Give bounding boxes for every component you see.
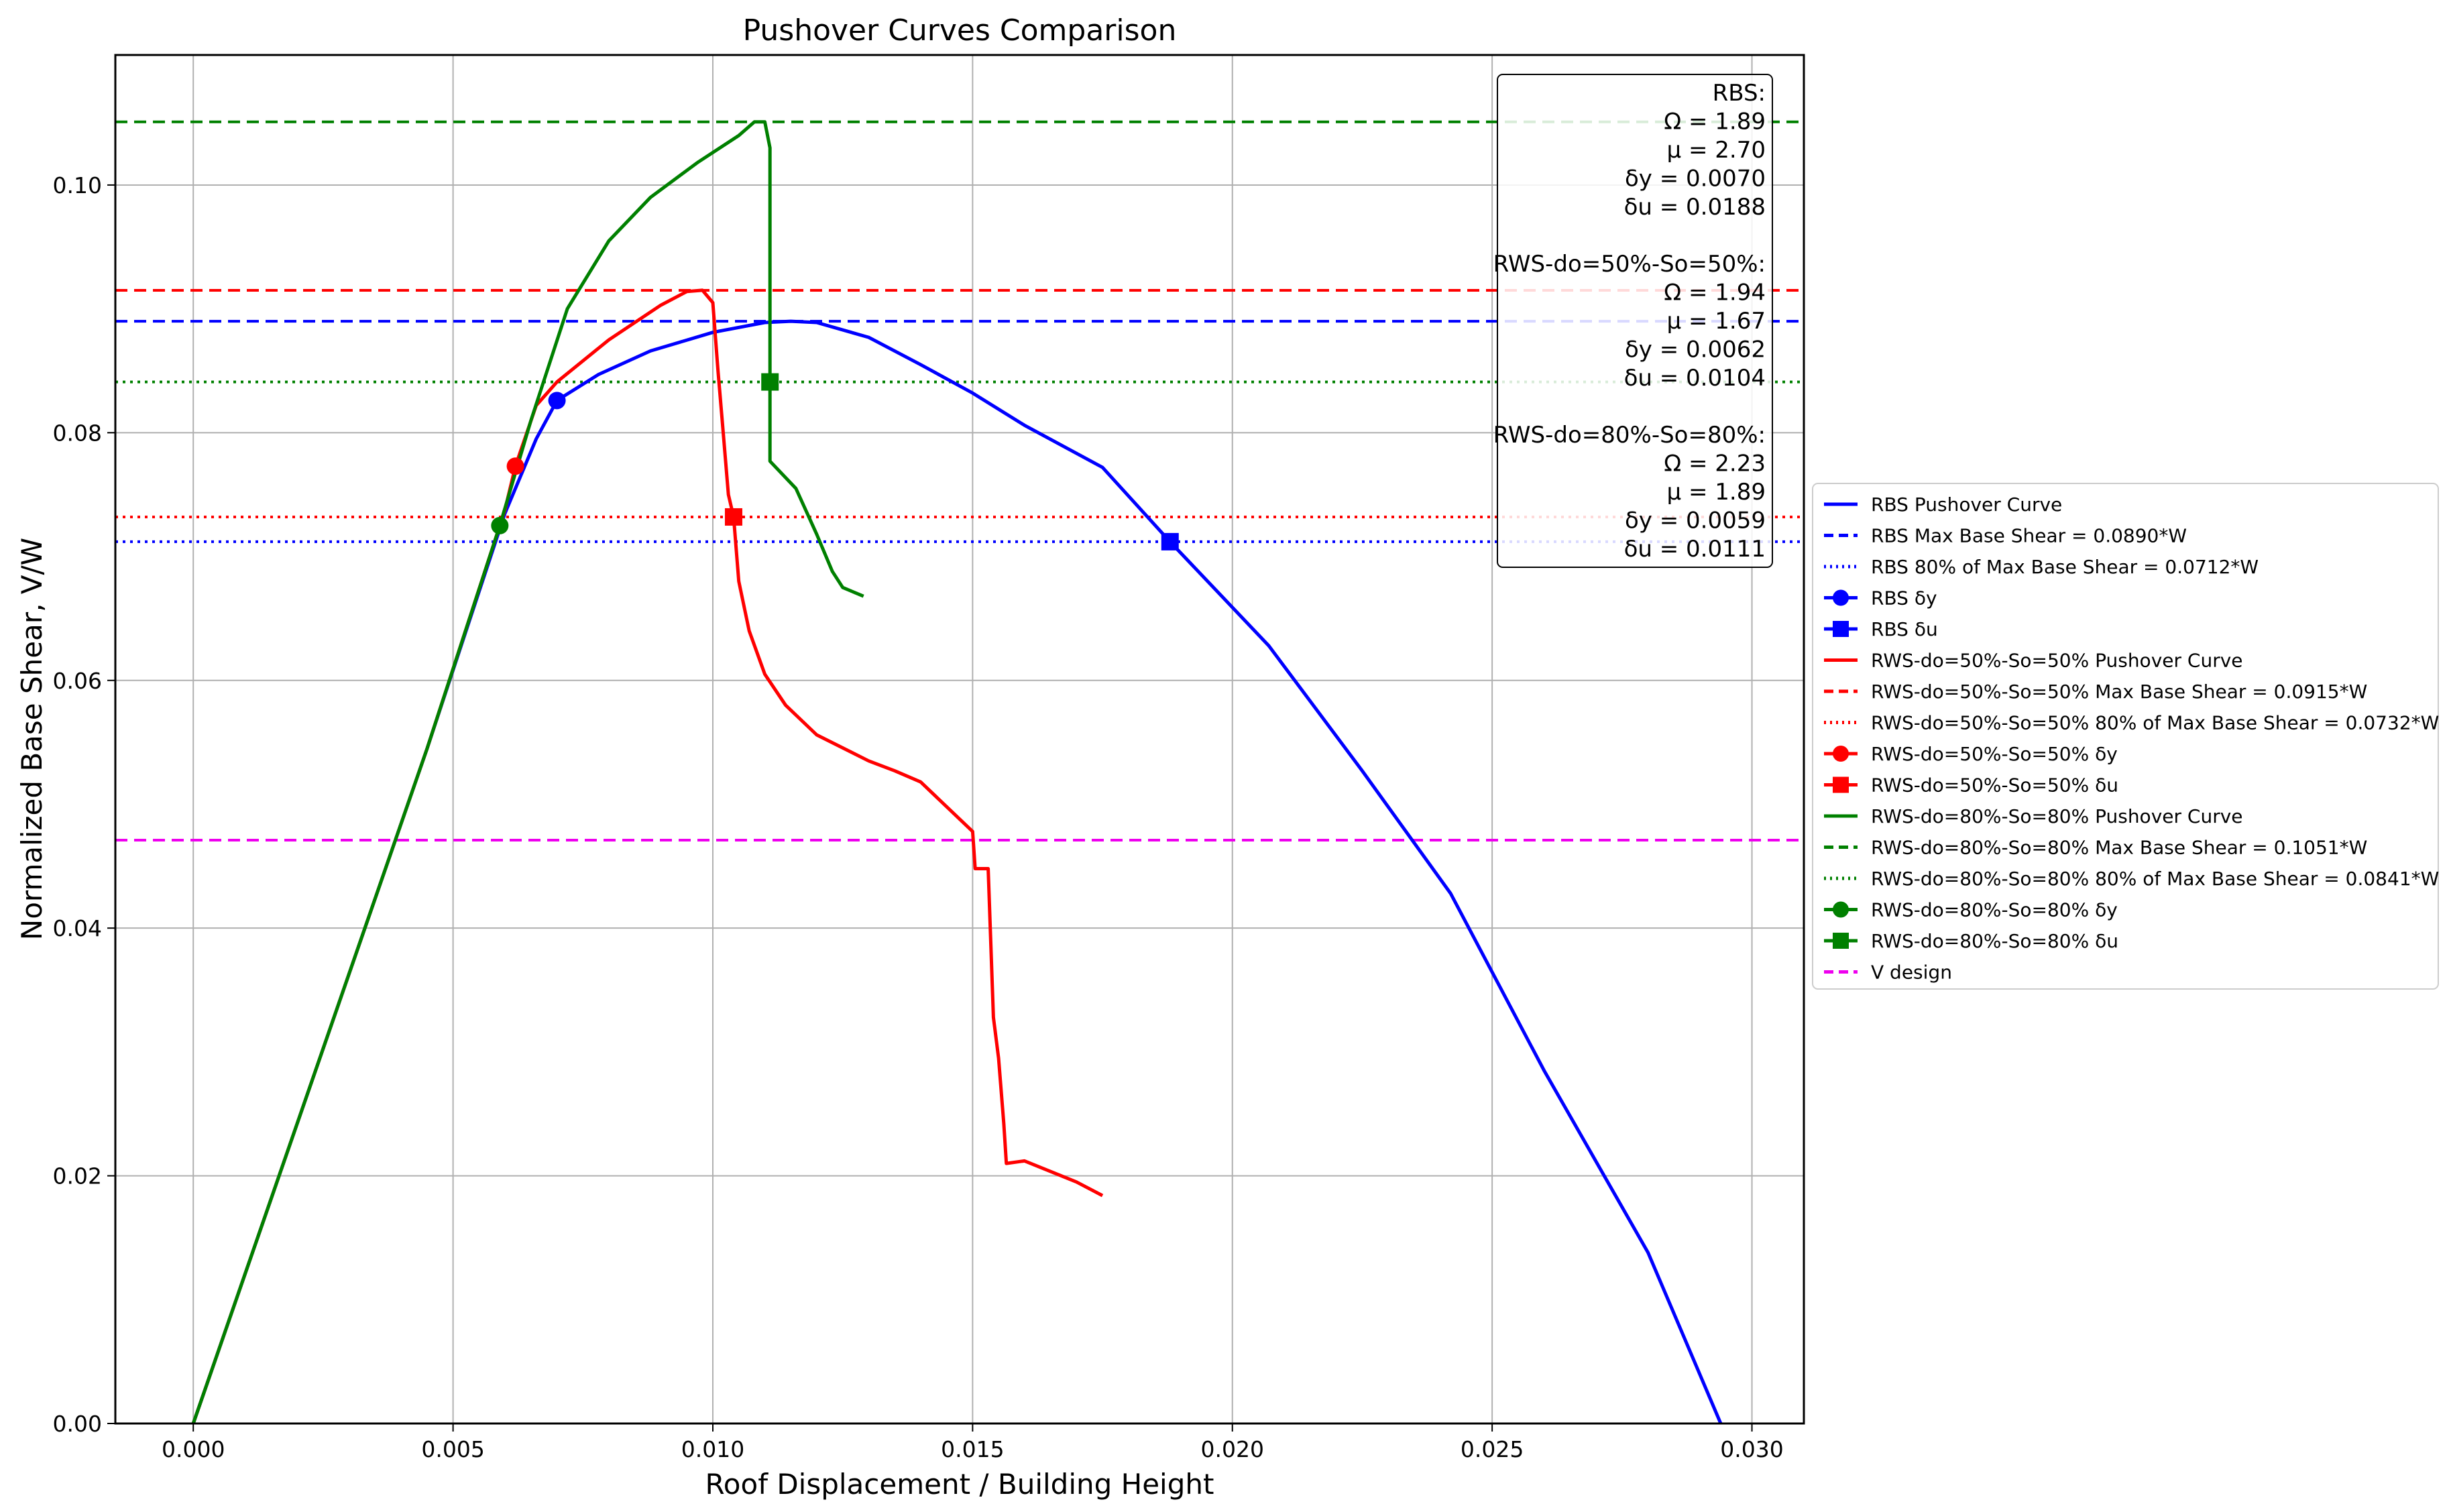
x-tick-label: 0.010: [681, 1436, 744, 1462]
stats-annotation-line: Ω = 1.89: [1664, 109, 1766, 135]
legend-label: RWS-do=80%-So=80% δy: [1871, 899, 2118, 921]
legend-label: RWS-do=50%-So=50% 80% of Max Base Shear …: [1871, 712, 2439, 734]
stats-annotation-line: RBS:: [1713, 80, 1766, 107]
plot-frame: [114, 54, 1805, 1425]
rbs-delta-y-marker: [548, 392, 566, 410]
stats-annotation-line: δu = 0.0104: [1624, 365, 1766, 392]
legend-label: RWS-do=50%-So=50% δy: [1871, 743, 2118, 765]
rws-do-80-so-80-delta-y-marker: [491, 516, 509, 534]
legend-marker-rws-do-50-so-50-delta-u: [1833, 776, 1849, 793]
legend-marker-rbs-delta-y: [1833, 589, 1849, 606]
legend-label: RWS-do=80%-So=80% 80% of Max Base Shear …: [1871, 868, 2439, 890]
y-tick-label: 0.00: [53, 1411, 102, 1437]
legend-label: RBS δu: [1871, 618, 1938, 640]
stats-annotation-line: δy = 0.0059: [1625, 508, 1766, 534]
stats-annotation-line: μ = 2.70: [1667, 137, 1766, 164]
legend-label: RWS-do=50%-So=50% Pushover Curve: [1871, 650, 2243, 672]
legend-box: [1812, 483, 2439, 990]
stats-annotation-line: RWS-do=50%-So=50%:: [1493, 251, 1766, 278]
x-tick-label: 0.015: [941, 1436, 1004, 1462]
stats-annotation-line: Ω = 1.94: [1664, 280, 1766, 306]
rws-do-50-so-50-pushover-curve-line: [191, 288, 1104, 1424]
x-tick-label: 0.025: [1461, 1436, 1524, 1462]
x-ticks: 0.000 0.005 0.010 0.015 0.020 0.025 0.030: [162, 1423, 1784, 1462]
legend-label: RWS-do=80%-So=80% δu: [1871, 930, 2118, 952]
y-tick-label: 0.08: [53, 420, 102, 446]
y-tick-label: 0.06: [53, 668, 102, 694]
legend-label: RWS-do=50%-So=50% Max Base Shear = 0.091…: [1871, 681, 2367, 703]
stats-annotation-line: δu = 0.0111: [1624, 536, 1766, 563]
stats-annotation-box: [1497, 74, 1773, 568]
x-tick-label: 0.000: [162, 1436, 225, 1462]
y-axis-title: Normalized Base Shear, V/W: [15, 538, 48, 940]
rws-do-80-so-80-delta-u-marker: [761, 373, 779, 391]
stats-annotation-line: RWS-do=80%-So=80%:: [1493, 422, 1766, 449]
x-tick-label: 0.005: [421, 1436, 484, 1462]
rws-do-80-so-80-pushover-curve-line: [191, 120, 864, 1424]
rbs-pushover-curve-line: [191, 319, 1723, 1424]
plot-markers: [491, 373, 1179, 550]
plot-lines: [115, 120, 1804, 842]
legend-marker-rws-do-50-so-50-delta-y: [1833, 746, 1849, 762]
y-tick-label: 0.10: [53, 172, 102, 198]
y-ticks: 0.00 0.02 0.04 0.06 0.08 0.10: [53, 172, 115, 1437]
legend-marker-rws-do-80-so-80-delta-y: [1833, 901, 1849, 918]
x-tick-label: 0.030: [1720, 1436, 1783, 1462]
legend-label: RWS-do=80%-So=80% Max Base Shear = 0.105…: [1871, 837, 2367, 859]
legend-marker-rws-do-80-so-80-delta-u: [1833, 933, 1849, 949]
stats-annotation-line: δy = 0.0070: [1625, 166, 1766, 192]
stats-annotation-line: μ = 1.89: [1667, 479, 1766, 506]
y-tick-label: 0.02: [53, 1163, 102, 1189]
stats-annotation-line: δu = 0.0188: [1624, 194, 1766, 221]
legend-label: RBS 80% of Max Base Shear = 0.0712*W: [1871, 556, 2259, 578]
plot-curves: [191, 120, 1723, 1424]
chart-title: Pushover Curves Comparison: [743, 13, 1177, 48]
legend-label: V design: [1871, 962, 1952, 984]
legend-label: RBS Max Base Shear = 0.0890*W: [1871, 525, 2187, 547]
rbs-delta-u-marker: [1161, 532, 1179, 550]
stats-annotation-line: Ω = 2.23: [1664, 451, 1766, 477]
legend-marker-rbs-delta-u: [1833, 621, 1849, 637]
legend-label: RBS Pushover Curve: [1871, 493, 2062, 516]
y-tick-label: 0.04: [53, 915, 102, 941]
x-tick-label: 0.020: [1201, 1436, 1264, 1462]
rws-do-50-so-50-delta-y-marker: [506, 457, 524, 475]
legend-label: RBS δy: [1871, 587, 1937, 609]
stats-annotation-line: μ = 1.67: [1667, 308, 1766, 335]
legend-label: RWS-do=80%-So=80% Pushover Curve: [1871, 805, 2243, 827]
legend: RBS Pushover Curve RBS Max Base Shear = 0…: [1812, 483, 2439, 990]
legend-label: RWS-do=50%-So=50% δu: [1871, 774, 2118, 797]
rws-do-50-so-50-delta-u-marker: [724, 508, 742, 526]
x-axis-title: Roof Displacement / Building Height: [705, 1468, 1214, 1501]
stats-annotation-line: δy = 0.0062: [1625, 337, 1766, 363]
